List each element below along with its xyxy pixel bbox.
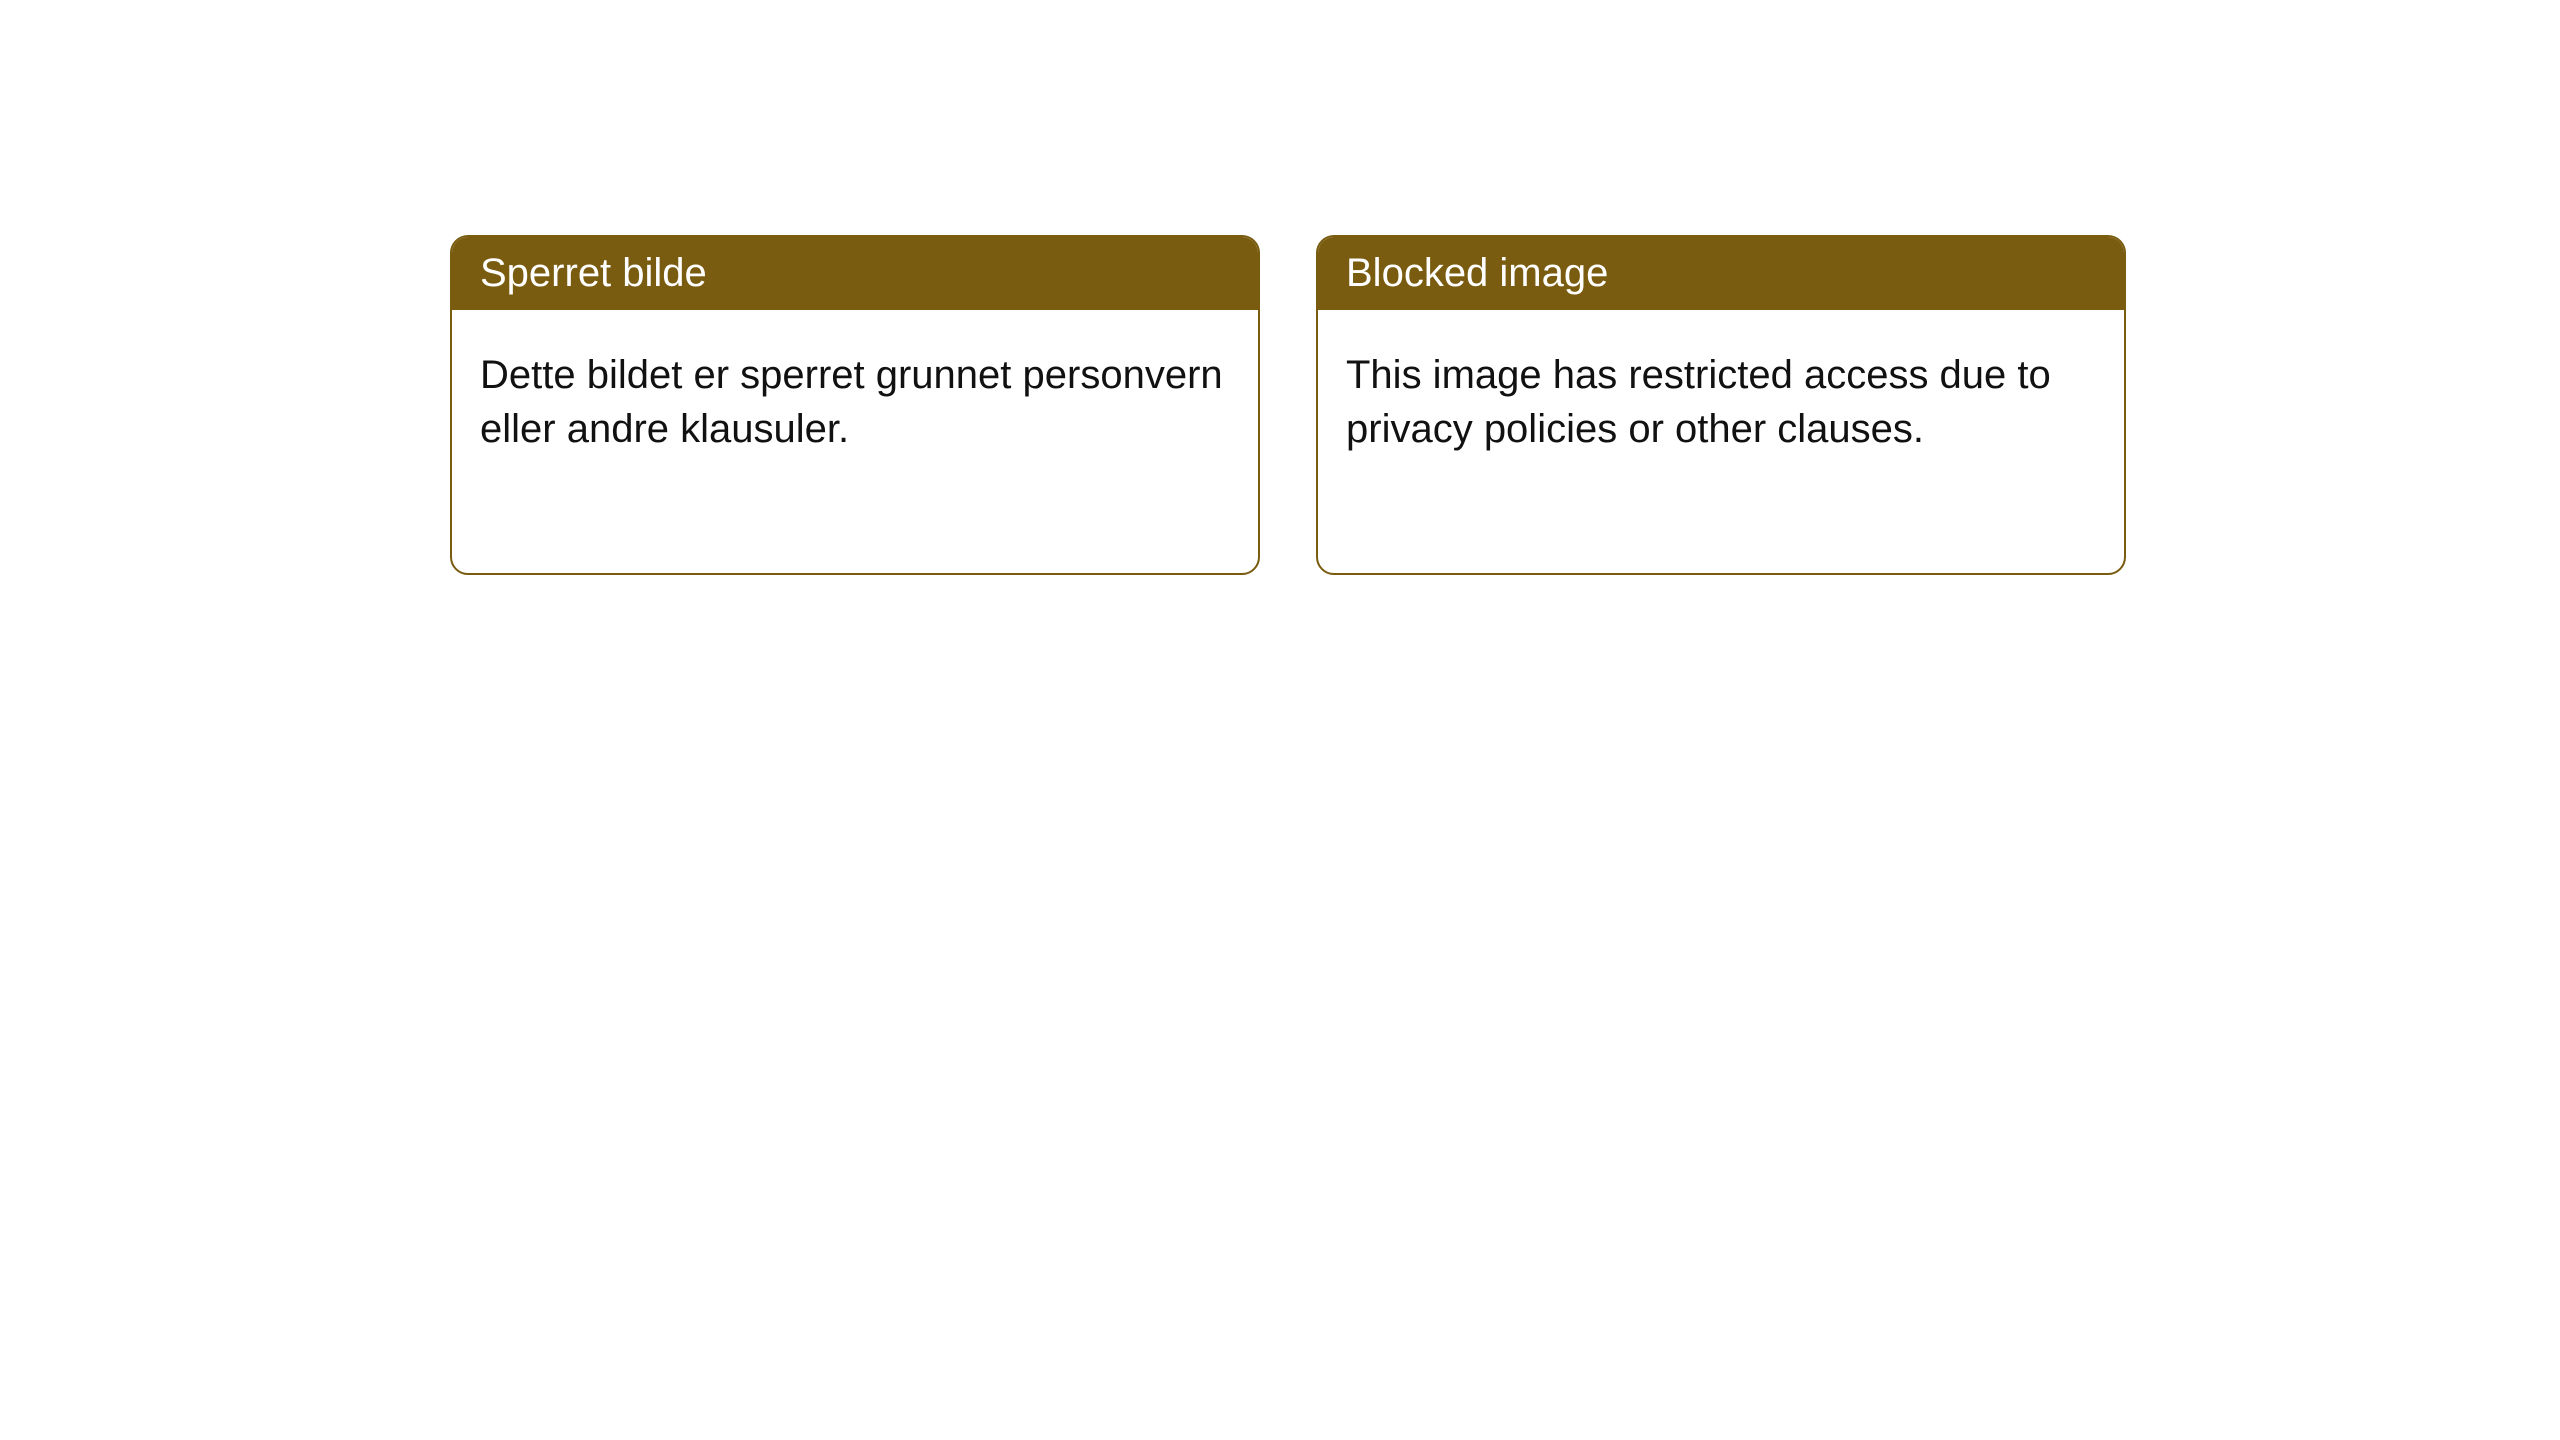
- notice-card-title: Sperret bilde: [452, 237, 1258, 310]
- notice-container: Sperret bilde Dette bildet er sperret gr…: [450, 235, 2126, 575]
- notice-card-english: Blocked image This image has restricted …: [1316, 235, 2126, 575]
- notice-card-body: Dette bildet er sperret grunnet personve…: [452, 310, 1258, 494]
- notice-card-body: This image has restricted access due to …: [1318, 310, 2124, 494]
- notice-card-norwegian: Sperret bilde Dette bildet er sperret gr…: [450, 235, 1260, 575]
- notice-card-title: Blocked image: [1318, 237, 2124, 310]
